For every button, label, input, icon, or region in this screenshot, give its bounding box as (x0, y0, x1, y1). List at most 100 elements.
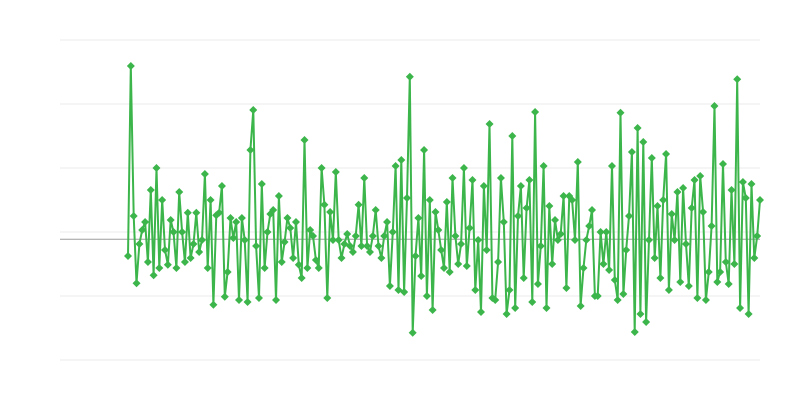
data-point (496, 174, 505, 182)
data-point (542, 304, 551, 312)
data-point (576, 302, 585, 310)
data-point (155, 264, 164, 272)
data-point (573, 158, 582, 166)
data-point (363, 242, 372, 250)
data-point (650, 254, 659, 262)
data-point (138, 226, 147, 234)
data-point (400, 288, 409, 296)
data-point (178, 228, 187, 236)
data-point (215, 208, 224, 217)
data-point (311, 256, 320, 264)
data-point (320, 200, 329, 209)
data-point (462, 262, 471, 270)
data-point (704, 268, 713, 276)
data-point (616, 108, 625, 117)
data-point (195, 248, 204, 256)
data-point (175, 188, 184, 196)
data-point (223, 268, 232, 276)
data-point (434, 226, 443, 234)
data-point (588, 206, 597, 214)
data-point (593, 292, 602, 300)
data-point (582, 236, 591, 244)
data-point (636, 310, 645, 318)
data-point (143, 258, 152, 266)
data-point (289, 254, 298, 262)
data-point (391, 162, 400, 170)
data-point (243, 298, 252, 306)
data-point (383, 218, 392, 226)
data-point (627, 148, 636, 156)
data-point (172, 264, 181, 272)
data-point (499, 218, 508, 226)
data-point (374, 242, 383, 250)
data-point (716, 268, 725, 276)
data-point (420, 146, 429, 154)
data-point (343, 230, 352, 238)
data-point (622, 246, 631, 254)
data-point (485, 120, 494, 128)
data-point (457, 240, 466, 248)
data-point (653, 202, 662, 210)
data-point (408, 328, 417, 337)
data-point (437, 246, 446, 254)
data-point (474, 236, 483, 244)
data-point (405, 72, 414, 81)
data-point (141, 218, 150, 226)
data-point (232, 218, 241, 226)
data-point (548, 260, 557, 268)
data-point (445, 268, 454, 276)
data-point (718, 160, 727, 168)
data-point (331, 168, 340, 176)
data-point (163, 260, 172, 269)
data-point (494, 258, 503, 266)
data-point (229, 234, 238, 242)
data-point (314, 264, 323, 272)
data-point (422, 292, 431, 300)
data-point (602, 228, 611, 236)
data-point (354, 200, 363, 209)
data-point (183, 208, 192, 217)
data-point (630, 328, 639, 336)
data-point (209, 300, 218, 309)
data-point (371, 206, 380, 214)
data-point (166, 216, 175, 224)
data-point (260, 264, 269, 272)
data-point (291, 218, 300, 226)
data-point (124, 252, 132, 260)
data-point (300, 136, 309, 144)
data-point (346, 242, 355, 250)
data-point (699, 208, 708, 216)
data-point (448, 174, 457, 182)
data-point (414, 214, 423, 222)
data-point (249, 106, 258, 114)
data-point (607, 162, 616, 170)
data-point (514, 212, 523, 220)
data-point (317, 164, 326, 172)
data-point (491, 296, 500, 304)
data-point (553, 236, 562, 244)
data-point (613, 296, 622, 304)
data-point (696, 172, 705, 180)
data-point (667, 210, 676, 218)
data-point (417, 272, 426, 280)
data-point (670, 236, 679, 244)
data-point (721, 258, 730, 266)
data-point (454, 260, 463, 268)
data-point (693, 294, 702, 302)
data-point (733, 75, 742, 84)
data-point (522, 204, 531, 212)
data-point (303, 264, 312, 272)
data-point (235, 296, 244, 304)
data-point (252, 242, 261, 250)
data-point (226, 214, 235, 222)
data-point (707, 222, 716, 230)
data-point (536, 242, 545, 250)
data-point (676, 278, 685, 286)
data-point (274, 192, 283, 200)
data-point (505, 286, 514, 294)
data-point (687, 204, 696, 212)
data-point (713, 278, 722, 286)
data-point (368, 232, 377, 240)
data-point (206, 196, 215, 204)
